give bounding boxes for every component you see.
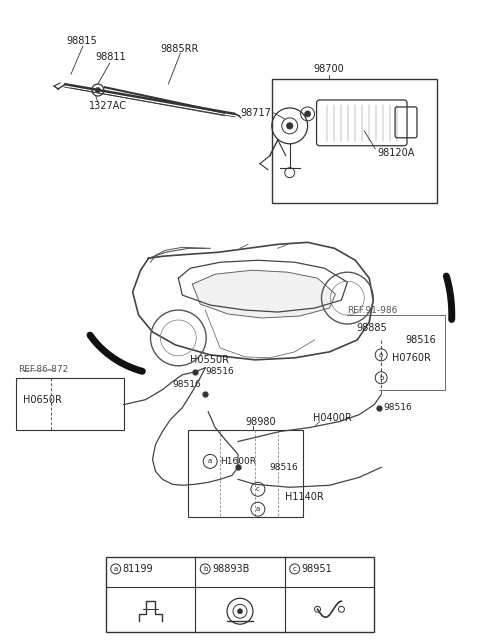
Text: 98516: 98516 <box>270 463 299 472</box>
Text: a: a <box>208 458 212 464</box>
Text: a: a <box>114 566 118 572</box>
Text: __________: __________ <box>21 365 56 371</box>
Text: 98980: 98980 <box>245 417 276 426</box>
Text: a: a <box>256 506 260 512</box>
Text: 98885: 98885 <box>356 323 387 333</box>
Text: 81199: 81199 <box>123 564 153 574</box>
Bar <box>188 430 302 517</box>
Text: REF.91-986: REF.91-986 <box>348 305 398 314</box>
Text: 98120A: 98120A <box>377 148 415 158</box>
Text: H0650R: H0650R <box>23 395 62 404</box>
Text: H0400R: H0400R <box>312 413 351 422</box>
Circle shape <box>238 609 242 613</box>
Text: b: b <box>379 375 384 381</box>
Text: H0550R: H0550R <box>190 355 229 365</box>
Text: a: a <box>379 352 384 358</box>
Text: H1140R: H1140R <box>285 493 324 502</box>
Text: 1327AC: 1327AC <box>89 101 127 111</box>
Text: 98516: 98516 <box>405 335 436 345</box>
Text: 98516: 98516 <box>205 367 234 376</box>
Text: 9885RR: 9885RR <box>160 44 199 54</box>
Text: 98516: 98516 <box>383 403 412 412</box>
Text: c: c <box>293 566 297 572</box>
Text: 98815: 98815 <box>66 36 97 46</box>
Text: 98893B: 98893B <box>212 564 250 574</box>
Text: 98717: 98717 <box>240 108 271 118</box>
Text: c: c <box>256 486 260 493</box>
Polygon shape <box>192 270 336 318</box>
Text: b: b <box>203 566 207 572</box>
Text: 98516: 98516 <box>172 380 201 389</box>
Circle shape <box>287 123 293 129</box>
Text: H1600R: H1600R <box>220 457 256 466</box>
Text: REF.86-872: REF.86-872 <box>18 365 69 374</box>
Bar <box>272 79 437 203</box>
Circle shape <box>305 111 311 117</box>
Text: H0760R: H0760R <box>392 353 431 363</box>
Text: 98700: 98700 <box>313 64 344 74</box>
Bar <box>106 557 374 631</box>
Circle shape <box>96 87 100 93</box>
Text: 98951: 98951 <box>301 564 332 574</box>
Bar <box>16 377 124 430</box>
Text: 98811: 98811 <box>96 52 126 62</box>
